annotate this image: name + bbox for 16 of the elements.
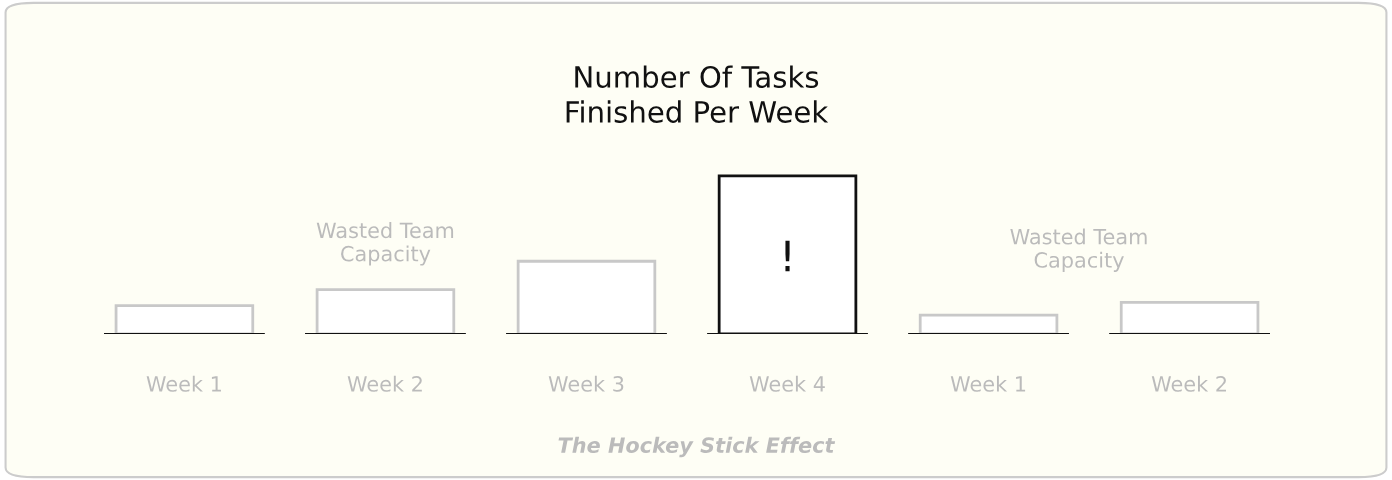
bar: [918, 313, 1059, 334]
annotation: !: [785, 240, 790, 272]
bar: [114, 304, 255, 334]
bar: [1119, 300, 1260, 334]
annotation: Wasted Team Capacity: [316, 222, 454, 266]
x-tick-label: Week 4: [749, 375, 825, 392]
chart-title: Number Of Tasks Finished Per Week: [566, 65, 829, 123]
x-tick-label: Week 1: [950, 375, 1026, 392]
text: The Hockey Stick Effect: [558, 436, 836, 458]
x-tick-label: Week 2: [1151, 375, 1226, 392]
x-tick-label: Week 3: [548, 375, 624, 392]
x-tick-label: Week 2: [347, 375, 422, 392]
annotation: Wasted Team Capacity: [1010, 228, 1147, 272]
bar: [315, 288, 456, 334]
x-tick-label: Week 1: [146, 375, 221, 392]
bar: [516, 259, 657, 334]
